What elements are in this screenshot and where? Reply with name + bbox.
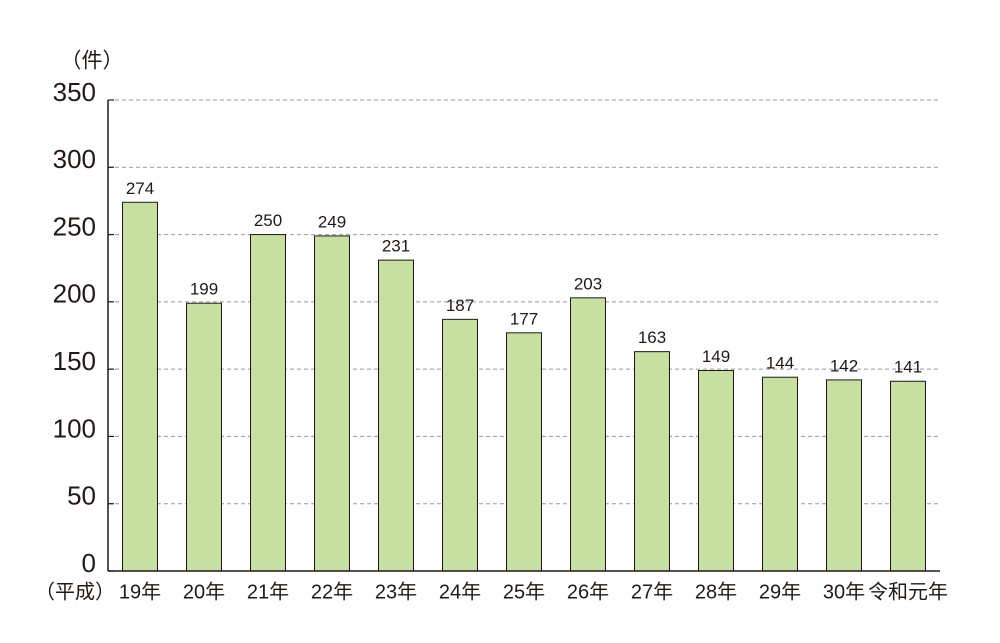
value-label: 199: [190, 280, 218, 299]
bar: [314, 235, 350, 572]
y-axis-label: （件）: [61, 50, 124, 73]
x-tick-label: 29年: [759, 580, 801, 603]
bar: [698, 369, 734, 572]
x-tick-label: 23年: [375, 580, 417, 603]
x-tick-label: 令和元年: [868, 580, 948, 603]
y-tick-label: 50: [67, 481, 96, 511]
x-tick-label: 26年: [567, 580, 609, 603]
bar: [122, 201, 158, 572]
y-tick-label: 0: [82, 548, 96, 578]
y-tick-label: 100: [53, 413, 96, 443]
x-tick-label: 30年: [823, 580, 865, 603]
bar: [762, 376, 798, 572]
x-tick-label: 20年: [183, 580, 225, 603]
bar: [442, 318, 478, 572]
value-label: 177: [510, 309, 538, 328]
y-tick-label: 350: [53, 77, 96, 107]
x-tick-label: 24年: [439, 580, 481, 603]
value-label: 203: [574, 274, 602, 293]
x-tick-label: 28年: [695, 580, 737, 603]
value-label: 141: [894, 358, 922, 377]
bar: [570, 297, 606, 572]
bar: [186, 302, 222, 572]
bar: [826, 379, 862, 572]
y-tick-label: 300: [53, 144, 96, 174]
x-tick-label: 22年: [311, 580, 353, 603]
y-tick-label: 200: [53, 279, 96, 309]
bar: [506, 332, 542, 572]
value-label: 163: [638, 328, 666, 347]
value-label: 144: [766, 354, 794, 373]
value-label: 250: [254, 211, 282, 230]
value-label: 142: [830, 356, 858, 375]
x-tick-label: 19年: [119, 580, 161, 603]
value-label: 249: [318, 212, 346, 231]
x-axis-label: （平成）: [35, 580, 115, 603]
value-label: 149: [702, 347, 730, 366]
value-label: 231: [382, 237, 410, 256]
value-label: 274: [126, 179, 154, 198]
x-tick-label: 27年: [631, 580, 673, 603]
bar: [634, 351, 670, 572]
x-tick-label: 21年: [247, 580, 289, 603]
value-label: 187: [446, 296, 474, 315]
bar: [890, 380, 926, 572]
x-tick-label: 25年: [503, 580, 545, 603]
y-tick-label: 250: [53, 211, 96, 241]
bar: [378, 259, 414, 572]
bar: [250, 234, 286, 572]
y-tick-label: 150: [53, 346, 96, 376]
